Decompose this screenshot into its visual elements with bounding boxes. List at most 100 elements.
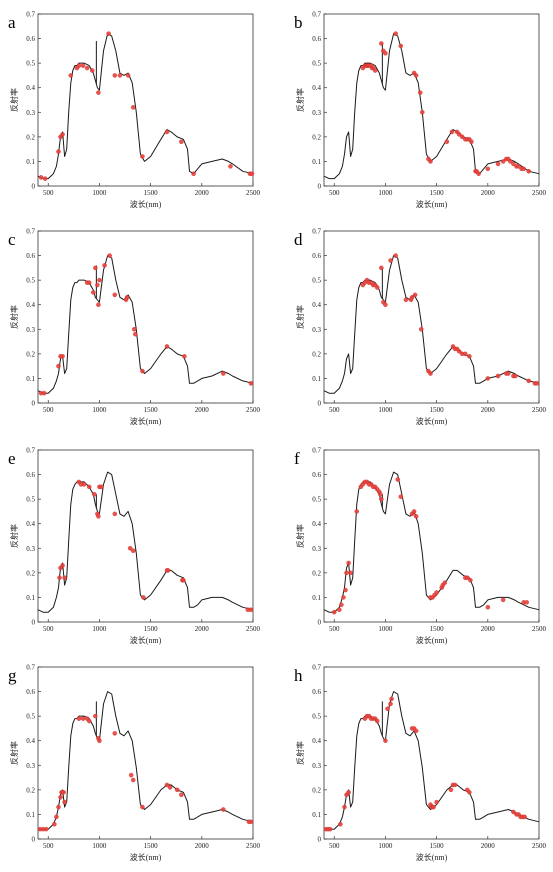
selected-band-point	[522, 814, 527, 820]
y-tick-label: 0.1	[26, 811, 35, 819]
selected-band-point	[403, 297, 409, 303]
y-tick-label: 0	[318, 183, 322, 191]
selected-band-point	[378, 491, 383, 497]
y-tick-label: 0.3	[312, 545, 321, 553]
selected-band-point	[221, 807, 226, 812]
panel-label: a	[8, 13, 16, 32]
selected-band-point	[428, 159, 433, 164]
y-tick-label: 0.6	[26, 252, 35, 260]
selected-band-point	[182, 354, 187, 359]
selected-band-point	[412, 292, 418, 298]
chart-panel-e: e 0 0.1 0.2 0.3 0.4 0.5 0.6 0.7 500 1000 1500 2000 25…	[8, 447, 261, 646]
selected-band-point	[249, 171, 255, 176]
selected-band-point	[127, 546, 133, 551]
y-tick-label: 0.2	[312, 569, 321, 577]
selected-band-point	[112, 511, 118, 517]
y-tick-label: 0.6	[312, 471, 321, 479]
selected-band-point	[495, 373, 501, 379]
y-tick-label: 0.5	[26, 60, 35, 68]
selected-band-point	[112, 292, 118, 298]
selected-band-point	[96, 302, 101, 307]
selected-band-point	[343, 587, 348, 593]
selected-band-point	[506, 371, 511, 376]
y-tick-label: 0.5	[312, 713, 321, 721]
plot-frame	[323, 13, 540, 187]
x-axis-title: 波长(nm)	[130, 852, 162, 862]
selected-band-point	[383, 302, 388, 307]
selected-band-point	[346, 560, 351, 566]
selected-band-point	[524, 600, 529, 605]
selected-band-point	[442, 580, 448, 585]
selected-band-point	[344, 570, 349, 576]
selected-band-point	[485, 166, 491, 172]
plot-frame	[323, 230, 540, 404]
selected-band-point	[179, 139, 184, 145]
x-tick-label: 1500	[144, 406, 159, 414]
selected-band-point	[485, 605, 491, 610]
x-tick-label: 2500	[532, 406, 547, 414]
chart-panel-h: h 0 0.1 0.2 0.3 0.4 0.5 0.6 0.7 500 1000 1500 2000 25…	[294, 664, 547, 863]
x-tick-label: 1500	[144, 625, 159, 633]
selected-band-point	[431, 804, 436, 810]
y-tick-label: 0.4	[26, 737, 35, 745]
selected-band-point	[93, 265, 98, 271]
y-axis-title: 反射率	[295, 305, 305, 329]
selected-band-point	[165, 568, 171, 573]
selected-band-point	[348, 570, 353, 576]
y-tick-label: 0.5	[312, 60, 321, 68]
selected-band-point	[411, 509, 417, 514]
selected-band-point	[513, 373, 518, 379]
x-tick-label: 2000	[481, 406, 496, 414]
x-tick-label: 2000	[481, 189, 496, 197]
selected-band-point	[124, 295, 130, 300]
y-tick-label: 0.3	[26, 109, 35, 117]
selected-band-point	[106, 31, 111, 36]
selected-band-point	[495, 161, 501, 167]
selected-band-point	[511, 809, 516, 815]
x-tick-label: 2000	[195, 406, 210, 414]
plot-frame	[37, 230, 254, 404]
selected-band-point	[164, 782, 170, 788]
y-tick-label: 0.2	[312, 350, 321, 358]
x-tick-label: 2500	[532, 842, 547, 850]
selected-band-point	[395, 477, 400, 482]
selected-band-point	[130, 548, 136, 553]
selected-band-point	[80, 716, 86, 721]
y-tick-label: 0.2	[312, 133, 321, 141]
selected-band-point	[374, 718, 380, 724]
y-tick-label: 0.6	[26, 35, 35, 43]
panel-label: e	[8, 449, 16, 468]
selected-band-point	[133, 331, 138, 337]
chart-panel-b: b 0 0.1 0.2 0.3 0.4 0.5 0.6 0.7 500 1000 1500 2000 25…	[294, 11, 547, 210]
selected-band-point	[164, 344, 170, 349]
selected-band-point	[374, 285, 380, 290]
x-tick-label: 500	[43, 625, 54, 633]
y-tick-label: 0.7	[312, 447, 321, 455]
x-tick-label: 2500	[246, 189, 261, 197]
selected-band-point	[76, 63, 82, 68]
selected-band-point	[526, 378, 532, 384]
plot-frame	[37, 13, 254, 187]
selected-band-point	[52, 822, 57, 827]
selected-band-point	[56, 149, 61, 154]
y-tick-label: 0.2	[26, 569, 35, 577]
selected-band-point	[385, 706, 390, 712]
selected-band-point	[61, 790, 66, 795]
selected-band-point	[434, 590, 439, 595]
y-tick-label: 0.6	[26, 471, 35, 479]
y-tick-label: 0.4	[312, 84, 321, 92]
y-tick-label: 0	[32, 836, 36, 844]
y-tick-label: 0.7	[312, 664, 321, 672]
y-tick-label: 0.7	[312, 228, 321, 236]
spectrum-line	[324, 691, 540, 830]
selected-band-point	[60, 354, 65, 359]
y-tick-label: 0.6	[312, 252, 321, 260]
chart-panel-a: a 0 0.1 0.2 0.3 0.4 0.5 0.6 0.7 500 1000 1500 2000 25…	[8, 11, 261, 210]
y-tick-label: 0.1	[312, 375, 321, 383]
x-tick-label: 1000	[92, 842, 107, 850]
x-tick-label: 1000	[378, 625, 393, 633]
y-axis-title: 反射率	[295, 88, 305, 112]
y-tick-label: 0.6	[312, 35, 321, 43]
selected-band-point	[81, 482, 87, 487]
x-tick-label: 1500	[430, 842, 445, 850]
